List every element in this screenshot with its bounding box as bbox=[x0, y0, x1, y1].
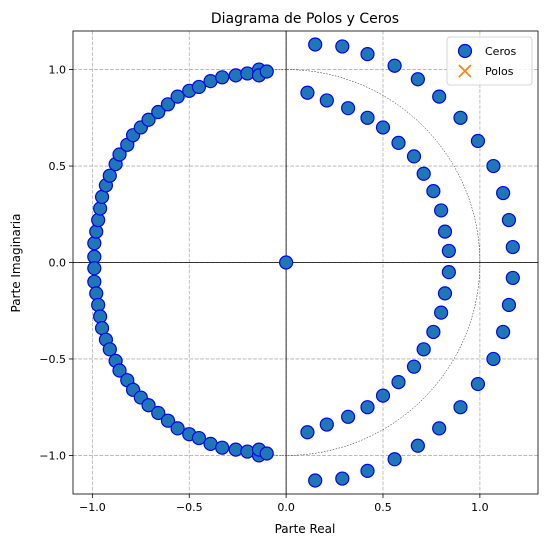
zero-point bbox=[377, 121, 390, 134]
y-tick-label: −0.5 bbox=[39, 353, 66, 366]
zero-point bbox=[487, 352, 500, 365]
zero-point bbox=[361, 48, 374, 61]
zero-point bbox=[433, 90, 446, 103]
chart-title: Diagrama de Polos y Ceros bbox=[211, 11, 399, 27]
zero-point bbox=[229, 69, 242, 82]
zero-point bbox=[471, 134, 484, 147]
x-tick-label: 0.0 bbox=[277, 501, 295, 514]
zero-point bbox=[392, 136, 405, 149]
x-tick-label: 1.0 bbox=[471, 501, 489, 514]
zero-point bbox=[442, 266, 455, 279]
zero-point bbox=[90, 225, 103, 238]
zero-point bbox=[260, 65, 273, 78]
zero-point bbox=[435, 306, 448, 319]
zero-point bbox=[506, 271, 519, 284]
zero-point bbox=[260, 447, 273, 460]
zero-point bbox=[439, 225, 452, 238]
zero-point bbox=[417, 167, 430, 180]
zero-point bbox=[361, 111, 374, 124]
zero-point bbox=[171, 422, 184, 435]
zero-point bbox=[320, 418, 333, 431]
zero-point bbox=[435, 204, 448, 217]
zero-point bbox=[439, 287, 452, 300]
zero-point bbox=[361, 464, 374, 477]
zero-point bbox=[204, 437, 217, 450]
zero-point bbox=[433, 422, 446, 435]
zero-point bbox=[392, 376, 405, 389]
zero-point bbox=[320, 94, 333, 107]
zero-point bbox=[506, 241, 519, 254]
x-tick-label: 0.5 bbox=[374, 501, 392, 514]
zero-point bbox=[280, 256, 293, 269]
legend-zero-marker bbox=[459, 45, 472, 58]
zero-point bbox=[192, 80, 205, 93]
zero-point bbox=[427, 185, 440, 198]
legend-label: Polos bbox=[485, 65, 514, 78]
zero-point bbox=[388, 453, 401, 466]
legend-label: Ceros bbox=[485, 45, 516, 58]
zero-point bbox=[216, 441, 229, 454]
zero-point bbox=[502, 214, 515, 227]
zero-point bbox=[408, 360, 421, 373]
zero-point bbox=[342, 102, 355, 115]
y-tick-label: −1.0 bbox=[39, 449, 66, 462]
zero-point bbox=[92, 298, 105, 311]
zero-point bbox=[204, 75, 217, 88]
zero-point bbox=[336, 40, 349, 53]
zero-point bbox=[103, 169, 116, 182]
zero-point bbox=[497, 187, 510, 200]
y-tick-label: 1.0 bbox=[49, 64, 67, 77]
zero-point bbox=[454, 401, 467, 414]
zero-point bbox=[88, 262, 101, 275]
zero-point bbox=[342, 410, 355, 423]
zero-point bbox=[411, 73, 424, 86]
zero-point bbox=[497, 325, 510, 338]
zero-point bbox=[216, 71, 229, 84]
zero-point bbox=[241, 67, 254, 80]
x-axis-label: Parte Real bbox=[275, 522, 336, 536]
zero-point bbox=[487, 160, 500, 173]
zero-point bbox=[427, 325, 440, 338]
zero-point bbox=[94, 310, 107, 323]
zero-point bbox=[471, 378, 484, 391]
zero-point bbox=[229, 443, 242, 456]
zero-point bbox=[361, 401, 374, 414]
zero-point bbox=[90, 287, 103, 300]
zero-point bbox=[301, 426, 314, 439]
zero-point bbox=[192, 432, 205, 445]
y-tick-label: 0.0 bbox=[49, 257, 67, 270]
zero-point bbox=[88, 237, 101, 250]
zero-point bbox=[94, 202, 107, 215]
zero-point bbox=[417, 343, 430, 356]
zero-point bbox=[309, 38, 322, 51]
zero-point bbox=[502, 298, 515, 311]
zero-point bbox=[301, 86, 314, 99]
y-axis-label: Parte Imaginaria bbox=[9, 214, 23, 313]
x-tick-label: −1.0 bbox=[79, 501, 106, 514]
zero-point bbox=[442, 244, 455, 257]
zero-point bbox=[241, 445, 254, 458]
zero-point bbox=[377, 389, 390, 402]
zero-point bbox=[309, 474, 322, 487]
zero-point bbox=[103, 343, 116, 356]
zero-point bbox=[88, 275, 101, 288]
zero-point bbox=[454, 111, 467, 124]
plot-area: −1.0 −0.5 0.0 0.5 1.0 −1.0 −0.5 0.0 0.5 1.0 Ceros P… bbox=[39, 31, 538, 514]
zero-point bbox=[388, 59, 401, 72]
legend: Ceros Polos bbox=[447, 37, 532, 85]
zero-point bbox=[411, 439, 424, 452]
y-tick-label: 0.5 bbox=[49, 160, 67, 173]
zero-point bbox=[408, 150, 421, 163]
zero-point bbox=[171, 90, 184, 103]
zero-point bbox=[92, 214, 105, 227]
x-tick-label: −0.5 bbox=[176, 501, 203, 514]
zero-point bbox=[336, 472, 349, 485]
